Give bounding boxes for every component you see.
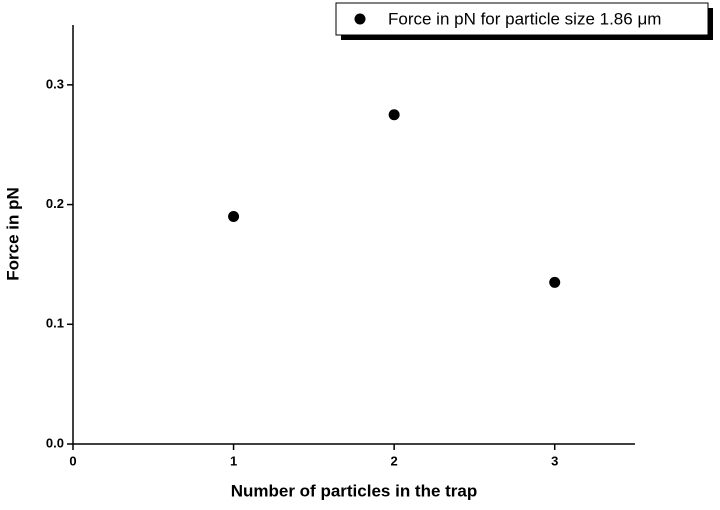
legend-box: [335, 2, 709, 36]
legend-label: Force in pN for particle size 1.86 μm: [388, 9, 661, 28]
y-tick-label: 0.1: [46, 316, 64, 331]
x-tick-label: 3: [551, 453, 558, 468]
x-tick-label: 1: [230, 453, 237, 468]
x-axis-title: Number of particles in the trap: [231, 481, 478, 500]
y-tick-label: 0.3: [46, 76, 64, 91]
point: [549, 276, 561, 288]
y-tick-label: 0.0: [46, 435, 64, 450]
x-tick-label: 0: [69, 453, 76, 468]
legend-marker: [354, 13, 366, 25]
point: [388, 109, 400, 121]
y-tick-label: 0.2: [46, 196, 64, 211]
point: [228, 211, 240, 223]
x-tick-label: 2: [391, 453, 398, 468]
y-axis-title: Force in pN: [3, 187, 22, 281]
